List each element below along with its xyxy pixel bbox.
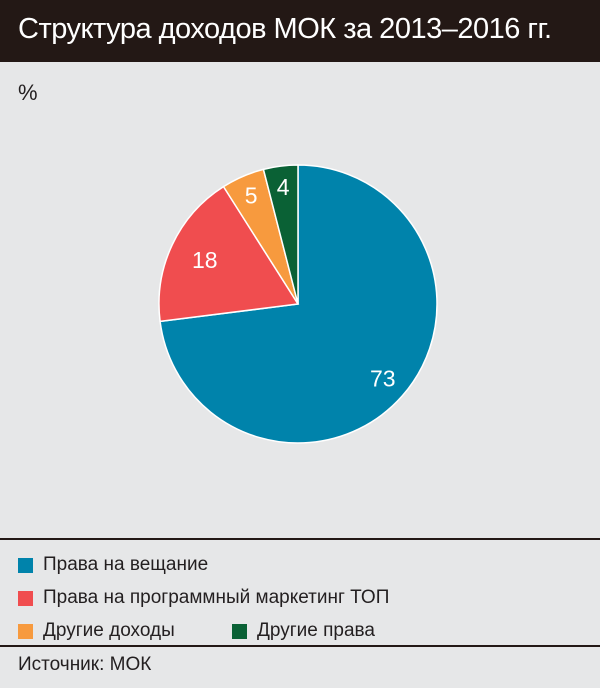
source-note: Источник: МОК bbox=[18, 654, 152, 675]
legend-item-other-income: Другие доходы bbox=[18, 620, 175, 642]
legend-label: Права на вещание bbox=[43, 554, 209, 575]
legend-item-top-marketing: Права на программный маркетинг ТОП bbox=[18, 587, 389, 609]
chart-title: Структура доходов МОК за 2013–2016 гг. bbox=[18, 13, 552, 45]
legend-item-broadcast: Права на вещание bbox=[18, 554, 208, 576]
slice-value-label: 18 bbox=[192, 247, 218, 273]
slice-value-label: 5 bbox=[245, 183, 258, 209]
legend-swatch bbox=[18, 557, 33, 573]
header-bar: Структура доходов МОК за 2013–2016 гг. bbox=[0, 0, 600, 62]
slice-value-label: 4 bbox=[277, 174, 290, 200]
top-divider bbox=[0, 538, 600, 540]
legend-label: Другие доходы bbox=[43, 620, 175, 641]
legend-swatch bbox=[18, 623, 33, 639]
pie-chart: 73 18 5 4 bbox=[158, 164, 438, 444]
legend-label: Другие права bbox=[257, 620, 375, 641]
slice-top-marketing bbox=[158, 185, 300, 323]
legend-item-other-rights: Другие права bbox=[232, 620, 375, 642]
slice-value-label: 73 bbox=[370, 366, 396, 392]
unit-label: % bbox=[18, 80, 38, 105]
legend-label: Права на программный маркетинг ТОП bbox=[43, 587, 390, 608]
legend-swatch bbox=[232, 623, 247, 639]
legend-swatch bbox=[18, 590, 33, 606]
bottom-divider bbox=[0, 645, 600, 647]
slice-other-rights bbox=[262, 164, 299, 305]
